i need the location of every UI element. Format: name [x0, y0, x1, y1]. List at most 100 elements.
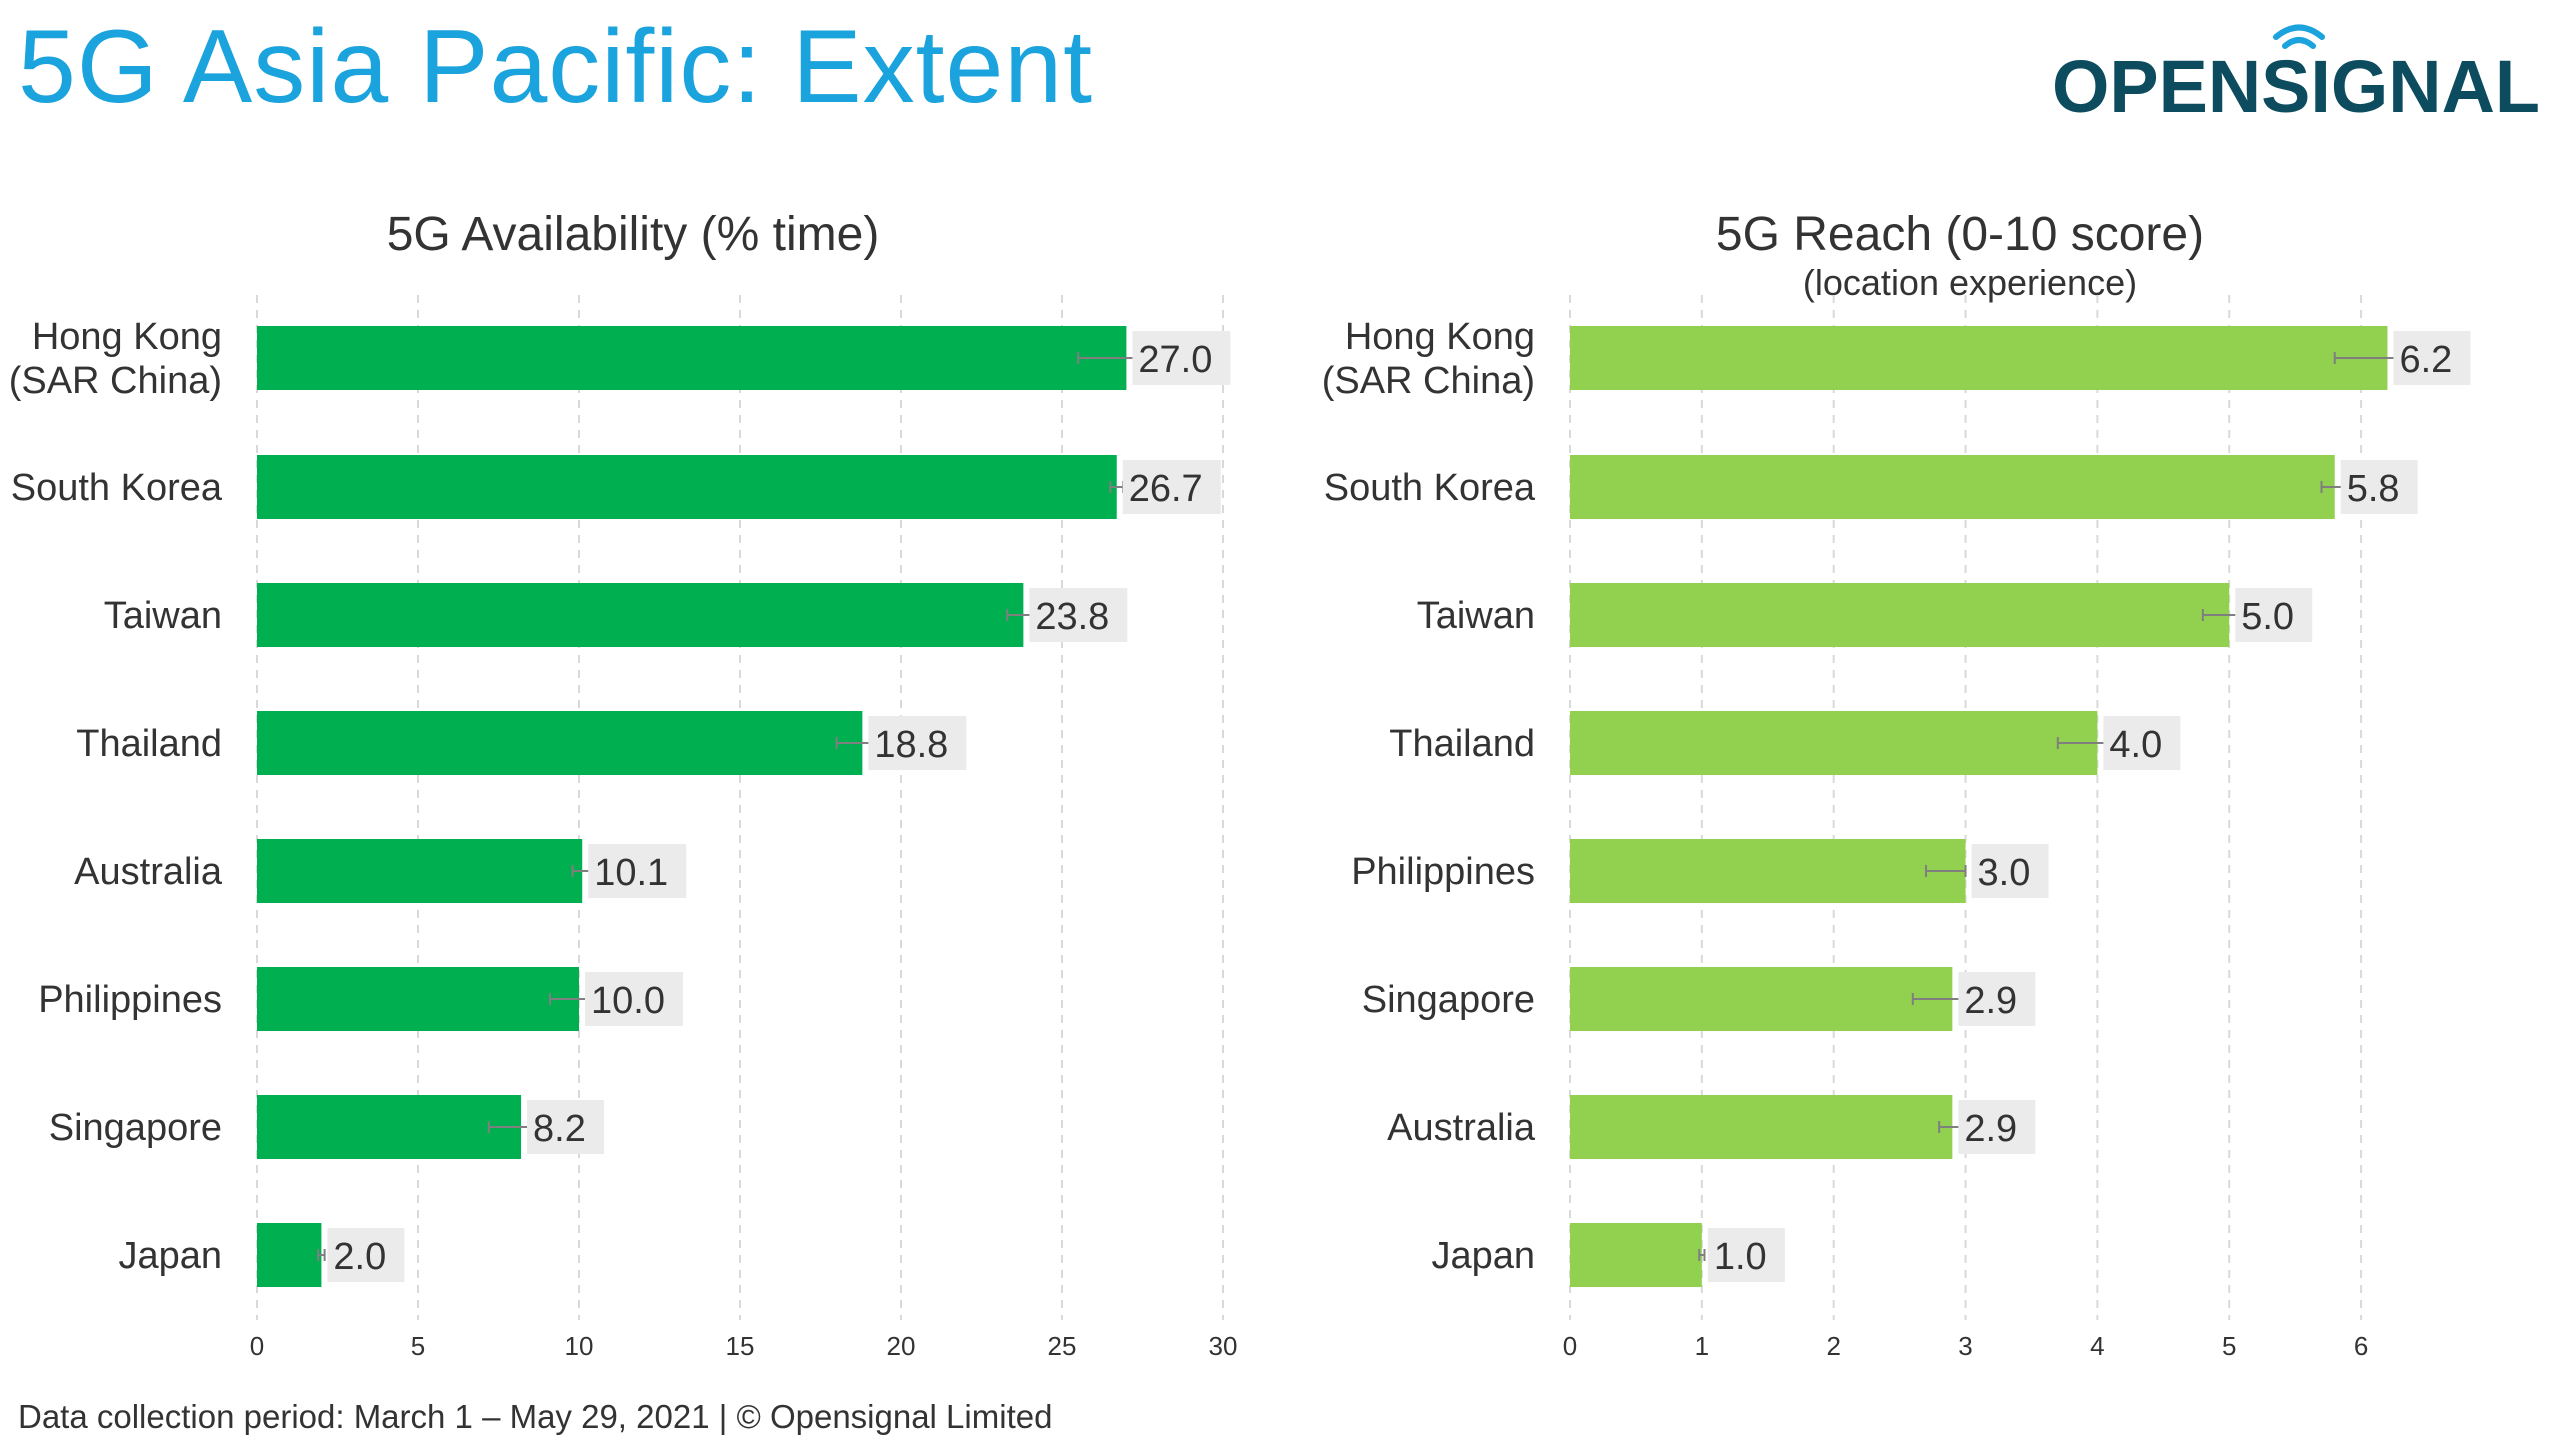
availability-tick-label: 10: [565, 1331, 594, 1361]
availability-tick-label: 25: [1048, 1331, 1077, 1361]
reach-category-label-line: Singapore: [1362, 979, 1535, 1021]
reach-value-label-bg: [1958, 1100, 2036, 1154]
availability-category-label: Japan: [118, 1235, 222, 1277]
availability-tick-label: 20: [887, 1331, 916, 1361]
reach-bar: [1570, 1095, 1953, 1159]
reach-category-label-line: (SAR China): [1322, 360, 1535, 402]
footnote: Data collection period: March 1 – May 29…: [18, 1398, 1053, 1435]
reach-value-label-bg: [1971, 844, 2049, 898]
reach-tick-label: 0: [1563, 1331, 1577, 1361]
availability-tick-label: 15: [726, 1331, 755, 1361]
reach-chart: 5G Reach (0-10 score)(location experienc…: [1322, 208, 2471, 1361]
reach-chart-title: 5G Reach (0-10 score): [1716, 208, 2204, 261]
availability-value-label: 8.2: [533, 1108, 586, 1150]
reach-category-label-line: Philippines: [1351, 851, 1535, 893]
availability-value-label-bg: [588, 844, 687, 898]
availability-bar: [257, 839, 583, 903]
availability-chart-title: 5G Availability (% time): [387, 208, 880, 261]
reach-bar: [1570, 839, 1966, 903]
availability-category-label: Australia: [74, 851, 223, 893]
reach-value-label-bg: [1707, 1228, 1785, 1282]
reach-value-label: 2.9: [1964, 980, 2017, 1022]
availability-category-label-line: Japan: [118, 1235, 222, 1277]
availability-value-label: 2.0: [333, 1236, 386, 1278]
reach-category-label-line: Japan: [1431, 1235, 1535, 1277]
reach-bar: [1570, 967, 1953, 1031]
reach-value-label-bg: [2103, 716, 2181, 770]
reach-category-label: Philippines: [1351, 851, 1535, 893]
availability-value-label: 18.8: [874, 724, 948, 766]
logo-wordmark: OPENSIGNAL: [2052, 45, 2540, 124]
availability-bar: [257, 583, 1024, 647]
reach-value-label: 5.8: [2347, 468, 2400, 510]
availability-category-label: Taiwan: [104, 595, 222, 637]
availability-category-label-line: Thailand: [76, 723, 222, 765]
reach-category-label: Taiwan: [1417, 595, 1535, 637]
reach-category-label: South Korea: [1324, 467, 1536, 509]
reach-chart-subtitle: (location experience): [1803, 262, 2137, 303]
reach-value-label: 2.9: [1964, 1108, 2017, 1150]
availability-value-label-bg: [327, 1228, 405, 1282]
availability-bar: [257, 326, 1127, 390]
reach-category-label-line: Australia: [1387, 1107, 1536, 1149]
availability-value-label: 26.7: [1129, 468, 1203, 510]
reach-category-label: Australia: [1387, 1107, 1536, 1149]
reach-tick-label: 1: [1695, 1331, 1709, 1361]
availability-bar: [257, 455, 1117, 519]
availability-category-label-line: (SAR China): [9, 360, 222, 402]
availability-category-label-line: Singapore: [49, 1107, 222, 1149]
availability-category-label-line: Taiwan: [104, 595, 222, 637]
availability-value-label-bg: [527, 1100, 605, 1154]
reach-value-label-bg: [1958, 972, 2036, 1026]
availability-bar: [257, 1223, 322, 1287]
availability-category-label-line: Australia: [74, 851, 223, 893]
reach-value-label-bg: [2393, 331, 2471, 385]
availability-category-label: Thailand: [76, 723, 222, 765]
availability-value-label-bg: [585, 972, 683, 1026]
reach-value-label: 5.0: [2241, 596, 2294, 638]
availability-value-label-bg: [1029, 588, 1128, 642]
availability-value-label: 10.0: [591, 980, 665, 1022]
reach-category-label: Singapore: [1362, 979, 1535, 1021]
reach-tick-label: 2: [1826, 1331, 1840, 1361]
availability-category-label-line: Philippines: [38, 979, 222, 1021]
reach-category-label-line: South Korea: [1324, 467, 1536, 509]
reach-category-label: Japan: [1431, 1235, 1535, 1277]
availability-category-label: Hong Kong (SAR China): [9, 316, 222, 402]
availability-category-label: Philippines: [38, 979, 222, 1021]
reach-tick-label: 5: [2222, 1331, 2236, 1361]
availability-value-label: 10.1: [594, 852, 668, 894]
availability-tick-label: 0: [250, 1331, 264, 1361]
reach-category-label-line: Thailand: [1389, 723, 1535, 765]
availability-value-label-bg: [1122, 460, 1221, 514]
availability-value-label: 23.8: [1035, 596, 1109, 638]
availability-tick-label: 30: [1209, 1331, 1238, 1361]
reach-category-label: Hong Kong (SAR China): [1322, 316, 1535, 402]
reach-value-label-bg: [2235, 588, 2313, 642]
signal-icon: [2273, 24, 2325, 49]
availability-chart: 5G Availability (% time) 0 5 10 15 20 25 30 27.0…: [9, 208, 1238, 1361]
availability-bar: [257, 711, 863, 775]
availability-category-label-line: South Korea: [11, 467, 223, 509]
page-title: 5G Asia Pacific: Extent: [18, 9, 1094, 125]
reach-tick-label: 6: [2354, 1331, 2368, 1361]
availability-category-label-line: Hong Kong: [32, 316, 222, 358]
reach-category-label-line: Taiwan: [1417, 595, 1535, 637]
opensignal-logo-mark: OPENSIGNAL: [2052, 24, 2540, 124]
reach-bar: [1570, 583, 2230, 647]
reach-tick-label: 3: [1958, 1331, 1972, 1361]
reach-bar: [1570, 326, 2388, 390]
reach-value-label: 3.0: [1978, 852, 2031, 894]
availability-value-label-bg: [1132, 331, 1231, 385]
availability-category-label: South Korea: [11, 467, 223, 509]
opensignal-logo: OPENSIGNAL: [2052, 24, 2542, 124]
availability-tick-label: 5: [411, 1331, 425, 1361]
availability-bar: [257, 1095, 522, 1159]
availability-value-label: 27.0: [1138, 339, 1212, 381]
availability-value-label-bg: [868, 716, 967, 770]
reach-value-label: 4.0: [2109, 724, 2162, 766]
reach-bar: [1570, 455, 2335, 519]
availability-bar: [257, 967, 579, 1031]
reach-category-label: Thailand: [1389, 723, 1535, 765]
